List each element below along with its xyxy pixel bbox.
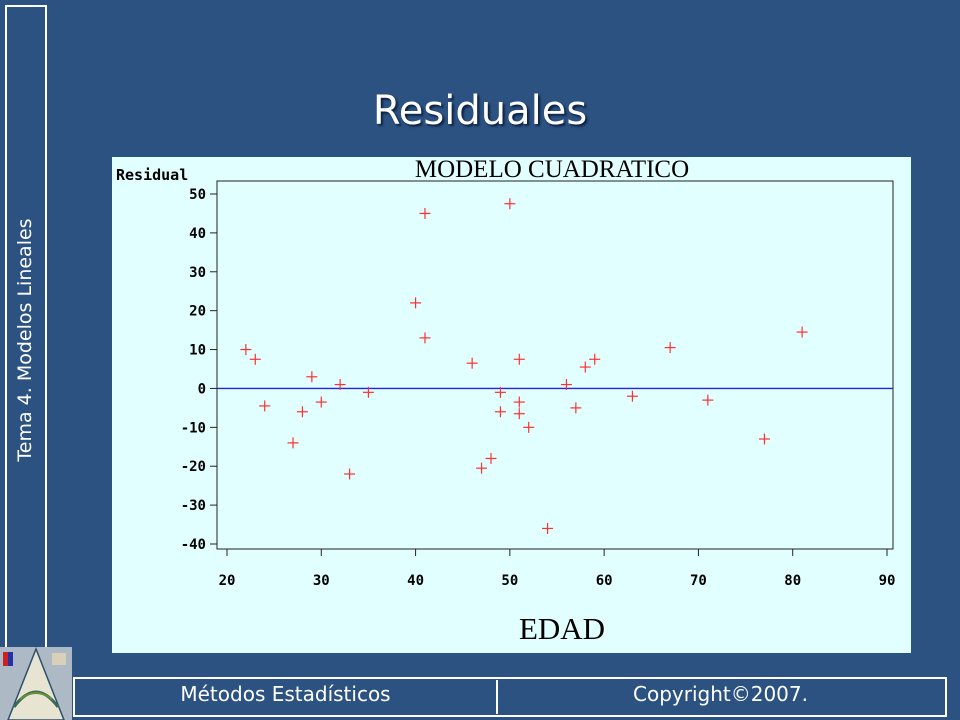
- x-tick-label: 80: [784, 573, 801, 589]
- data-point-marker: [504, 198, 516, 210]
- side-title: Tema 4. Modelos Lineales: [14, 218, 36, 462]
- data-point-marker: [362, 386, 374, 398]
- data-point-marker: [410, 297, 422, 309]
- slide-title: Residuales: [372, 88, 588, 134]
- data-point-marker: [344, 468, 356, 480]
- data-point-marker: [513, 396, 525, 408]
- logo-image: [0, 647, 72, 720]
- data-point-marker: [259, 400, 271, 412]
- data-point-marker: [513, 353, 525, 365]
- x-tick-label: 50: [501, 573, 518, 589]
- x-tick-label: 30: [313, 573, 330, 589]
- y-axis-label: Residual: [116, 166, 188, 184]
- x-axis-label: EDAD: [519, 611, 605, 646]
- y-tick-label: 30: [189, 265, 206, 281]
- data-point-marker: [476, 462, 488, 474]
- x-tick-label: 60: [596, 573, 613, 589]
- data-point-marker: [796, 326, 808, 338]
- footer-bar: [73, 677, 947, 717]
- y-tick-label: 0: [198, 381, 206, 397]
- plot-frame: [216, 180, 894, 550]
- data-point-marker: [466, 357, 478, 369]
- y-tick-label: 50: [189, 187, 206, 203]
- data-point-marker: [542, 522, 554, 534]
- y-tick-label: -20: [181, 459, 206, 475]
- data-point-marker: [419, 332, 431, 344]
- y-tick-label: -30: [181, 498, 206, 514]
- data-point-marker: [249, 353, 261, 365]
- data-point-marker: [494, 406, 506, 418]
- y-axis-ticks: 50 40 30 20 10 0 -10 -20 -30 -40: [181, 187, 217, 553]
- data-point-marker: [296, 406, 308, 418]
- data-point-marker: [664, 342, 676, 354]
- data-point-marker: [494, 386, 506, 398]
- x-tick-label: 90: [879, 573, 896, 589]
- footer-copyright: Copyright©2007.: [633, 682, 808, 706]
- data-point-marker: [240, 344, 252, 356]
- y-tick-label: -10: [181, 420, 206, 436]
- y-tick-label: -40: [181, 537, 206, 553]
- y-tick-label: 40: [189, 226, 206, 242]
- data-point-marker: [626, 390, 638, 402]
- x-tick-label: 40: [407, 573, 424, 589]
- data-point-marker: [306, 371, 318, 383]
- data-point-marker: [334, 379, 346, 391]
- data-point-marker: [579, 361, 591, 373]
- footer-divider: [496, 680, 498, 714]
- y-tick-label: 10: [189, 343, 206, 359]
- data-point-marker: [589, 353, 601, 365]
- data-point-marker: [702, 394, 714, 406]
- x-axis-ticks: 20 30 40 50 60 70 80 90: [219, 549, 896, 589]
- data-point-marker: [419, 207, 431, 219]
- x-tick-label: 70: [690, 573, 707, 589]
- chart-title: MODELO CUADRATICO: [415, 157, 689, 183]
- data-point-marker: [485, 452, 497, 464]
- data-point-marker: [513, 408, 525, 420]
- data-points: [240, 198, 808, 534]
- data-point-marker: [758, 433, 770, 445]
- y-tick-label: 20: [189, 304, 206, 320]
- data-point-marker: [560, 379, 572, 391]
- data-point-marker: [315, 396, 327, 408]
- data-point-marker: [287, 437, 299, 449]
- data-point-marker: [523, 421, 535, 433]
- footer-course-name: Métodos Estadísticos: [180, 682, 391, 706]
- scatter-chart: MODELO CUADRATICO Residual EDAD 50403020…: [116, 157, 896, 646]
- chart-panel: MODELO CUADRATICO Residual EDAD 50 40 30 20…: [112, 157, 911, 653]
- data-point-marker: [570, 402, 582, 414]
- x-tick-label: 20: [219, 573, 236, 589]
